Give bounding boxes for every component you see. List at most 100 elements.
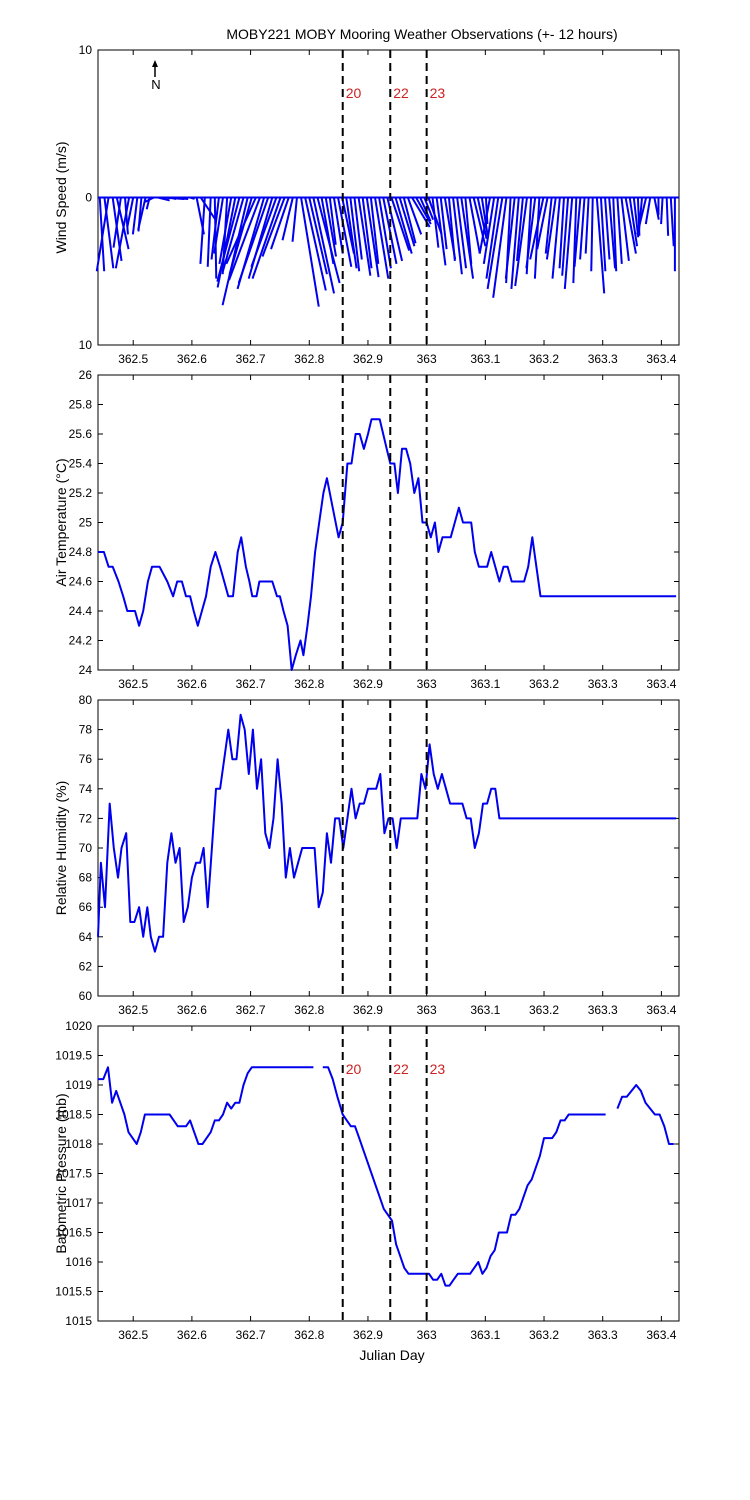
- wind-vector: [261, 197, 286, 257]
- wind-vector: [563, 197, 574, 290]
- x-tick-label: 362.7: [236, 352, 266, 366]
- wind-vector: [415, 197, 432, 225]
- y-axis-label: Air Temperature (°C): [53, 458, 69, 586]
- wind-vector: [636, 197, 648, 235]
- y-axis-label: Wind Speed (m/s): [53, 141, 69, 253]
- wind-vector: [337, 197, 353, 268]
- wind-vector: [419, 197, 432, 222]
- y-tick-label: 10: [79, 338, 93, 352]
- wind-vector: [608, 197, 617, 269]
- x-tick-label: 362.6: [177, 352, 207, 366]
- wind-vector: [599, 197, 607, 272]
- wind-vector: [173, 196, 177, 200]
- wind-vector: [435, 197, 447, 266]
- x-axis-label: Julian Day: [359, 1347, 424, 1363]
- wind-vector: [529, 197, 545, 260]
- plot-frame: [97, 699, 680, 997]
- wind-vector: [177, 196, 181, 200]
- event-marker-label: 23: [430, 1061, 446, 1077]
- wind-vector: [374, 197, 390, 279]
- wind-vector: [369, 197, 380, 264]
- wind-vector: [213, 197, 218, 279]
- figure-title: MOBY221 MOBY Mooring Weather Observation…: [226, 26, 617, 42]
- wind-vector: [452, 197, 463, 275]
- plot-frame: [97, 374, 680, 671]
- y-tick-label: 25.6: [69, 427, 93, 441]
- y-tick-label: 1020: [65, 1019, 92, 1033]
- wind-vector: [482, 197, 496, 265]
- wind-vector: [515, 197, 524, 262]
- x-tick-label: 363.2: [529, 677, 559, 691]
- y-tick-label: 25.4: [69, 457, 93, 471]
- wind-vector: [624, 197, 637, 254]
- x-tick-label: 363: [417, 1328, 437, 1342]
- wind-vector: [544, 197, 553, 254]
- wind-vector: [486, 197, 504, 290]
- wind-vector: [460, 197, 475, 279]
- x-tick-label: 363.2: [529, 352, 559, 366]
- wind-vector: [166, 196, 189, 200]
- wind-vector: [131, 197, 139, 235]
- wind-vector: [533, 197, 541, 279]
- wind-vector: [332, 197, 344, 254]
- wind-vector: [312, 197, 336, 294]
- y-axis-label: Relative Humidity (%): [53, 781, 69, 916]
- wind-vector: [112, 197, 122, 248]
- y-tick-label: 1016.5: [55, 1226, 92, 1240]
- x-tick-label: 362.8: [294, 677, 324, 691]
- wind-vector: [210, 197, 220, 260]
- north-arrow-icon: N: [151, 60, 161, 92]
- y-tick-label: 1015: [65, 1314, 92, 1328]
- wind-vector: [394, 197, 413, 254]
- data-line: [98, 418, 677, 671]
- wind-vector: [216, 197, 241, 282]
- wind-vector: [616, 197, 623, 264]
- x-tick-label: 362.5: [118, 1328, 148, 1342]
- x-tick-label: 363.3: [588, 1003, 618, 1017]
- wind-vector: [628, 197, 639, 247]
- x-tick-label: 362.5: [118, 1003, 148, 1017]
- data-line: [97, 713, 677, 953]
- wind-vector: [353, 197, 363, 260]
- wind-vector: [492, 197, 508, 298]
- x-tick-label: 362.5: [118, 352, 148, 366]
- wind-vector: [345, 197, 358, 269]
- y-tick-label: 62: [79, 959, 93, 973]
- y-axis-label: Barometric Pressure (mb): [53, 1093, 69, 1253]
- x-tick-label: 363.1: [470, 1328, 500, 1342]
- x-tick-label: 363.2: [529, 1328, 559, 1342]
- y-tick-label: 0: [85, 191, 92, 205]
- wind-vector: [308, 197, 328, 275]
- x-tick-label: 362.9: [353, 1328, 383, 1342]
- x-tick-label: 362.7: [236, 1003, 266, 1017]
- wind-vector: [281, 197, 294, 241]
- y-tick-label: 70: [79, 841, 93, 855]
- wind-vector: [390, 197, 411, 251]
- x-tick-label: 363.1: [470, 352, 500, 366]
- x-tick-label: 363.2: [529, 1003, 559, 1017]
- wind-vector: [378, 197, 392, 269]
- y-tick-label: 24.2: [69, 634, 93, 648]
- wind-vector: [406, 197, 423, 235]
- y-tick-label: 26: [79, 368, 93, 382]
- wind-vector: [221, 197, 249, 306]
- y-tick-label: 1017.5: [55, 1167, 92, 1181]
- x-tick-label: 362.8: [294, 1328, 324, 1342]
- y-tick-label: 24.6: [69, 575, 93, 589]
- wind-vector: [480, 197, 489, 237]
- x-tick-label: 363.3: [588, 677, 618, 691]
- x-tick-label: 363: [417, 677, 437, 691]
- x-tick-label: 362.9: [353, 352, 383, 366]
- wind-vector: [665, 197, 670, 236]
- event-marker-label: 20: [346, 1061, 362, 1077]
- wind-vector: [270, 197, 290, 250]
- x-tick-label: 362.8: [294, 1003, 324, 1017]
- wind-vector: [357, 197, 372, 276]
- wind-vector: [103, 197, 115, 269]
- y-tick-label: 1017: [65, 1196, 92, 1210]
- x-tick-label: 362.7: [236, 1328, 266, 1342]
- wind-vector: [456, 197, 468, 269]
- wind-vector: [579, 197, 586, 260]
- y-tick-label: 25.2: [69, 486, 93, 500]
